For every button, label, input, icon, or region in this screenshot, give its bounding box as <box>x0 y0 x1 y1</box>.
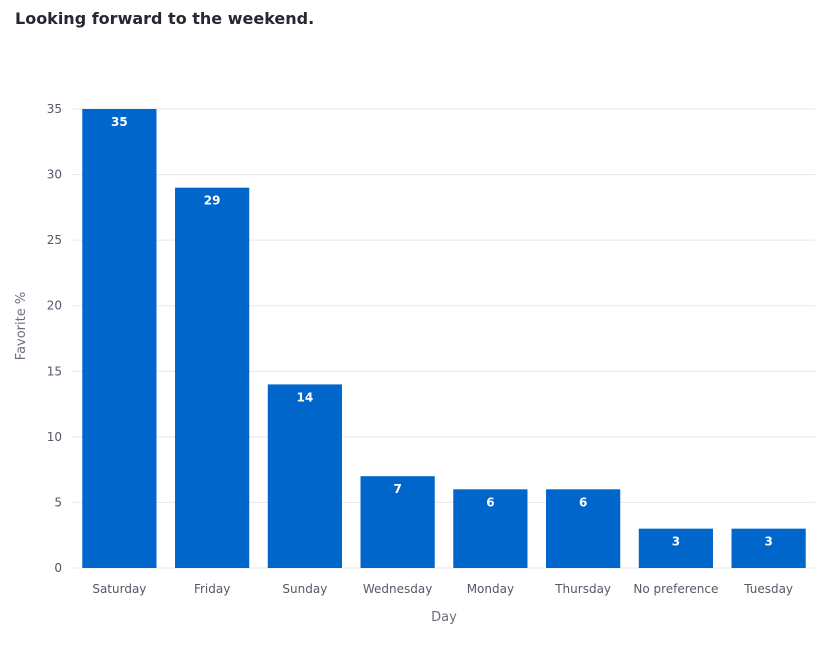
bar-value-label: 7 <box>393 482 401 496</box>
x-axis-title: Day <box>431 610 457 625</box>
bar-monday <box>453 489 528 568</box>
bar-value-label: 6 <box>579 495 587 509</box>
bar-tuesday <box>731 528 806 568</box>
y-tick-label: 30 <box>47 168 62 182</box>
bar-value-label: 14 <box>297 390 314 404</box>
bar-value-label: 29 <box>204 194 221 208</box>
bar-value-label: 35 <box>111 115 128 129</box>
x-tick-label: Monday <box>467 582 514 596</box>
x-axis-ticks: Saturday Friday Sunday Wednesday Monday Thurs… <box>92 582 793 596</box>
y-tick-label: 5 <box>54 495 62 509</box>
bar-friday <box>175 187 250 568</box>
bar-thursday <box>546 489 621 568</box>
bar-no-preference <box>638 528 713 568</box>
x-tick-label: Wednesday <box>363 582 432 596</box>
bar-value-label: 6 <box>486 495 494 509</box>
x-tick-label: Friday <box>194 582 230 596</box>
bar-sunday <box>267 384 342 568</box>
bar-value-label: 3 <box>672 535 680 549</box>
bar-wednesday <box>360 476 435 568</box>
x-tick-label: Tuesday <box>743 582 793 596</box>
bar-saturday <box>82 109 157 568</box>
gridlines <box>73 108 815 569</box>
y-tick-label: 35 <box>47 102 62 116</box>
x-tick-label: Thursday <box>554 582 611 596</box>
y-axis-ticks: 0 5 10 15 20 25 30 35 <box>47 102 62 575</box>
x-tick-label: No preference <box>633 582 718 596</box>
y-axis-title: Favorite % <box>14 292 29 360</box>
y-tick-label: 20 <box>47 299 62 313</box>
bar-value-label: 3 <box>764 535 772 549</box>
y-tick-label: 10 <box>47 430 62 444</box>
y-tick-label: 0 <box>54 561 62 575</box>
chart-title: Looking forward to the weekend. <box>15 9 315 28</box>
y-tick-label: 25 <box>47 233 62 247</box>
bars: 35 29 14 7 6 6 3 3 <box>82 109 806 568</box>
y-tick-label: 15 <box>47 364 62 378</box>
x-tick-label: Sunday <box>282 582 327 596</box>
x-tick-label: Saturday <box>92 582 146 596</box>
